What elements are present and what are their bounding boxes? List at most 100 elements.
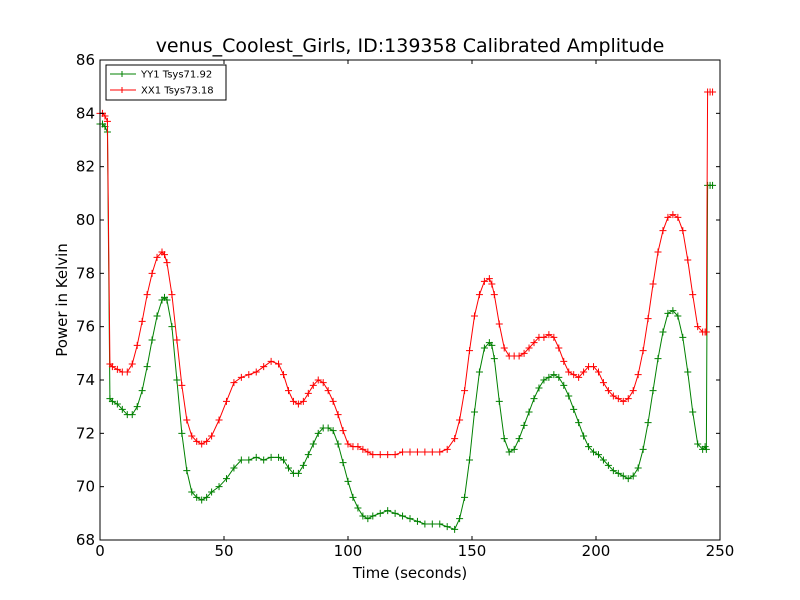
data-point-yy1 xyxy=(168,323,176,331)
data-point-xx1 xyxy=(639,347,647,355)
data-point-xx1 xyxy=(384,451,392,459)
data-point-xx1 xyxy=(495,320,503,328)
data-point-xx1 xyxy=(334,411,342,419)
data-point-yy1 xyxy=(354,504,362,512)
data-point-yy1 xyxy=(188,488,196,496)
data-point-yy1 xyxy=(245,456,253,464)
data-point-yy1 xyxy=(143,363,151,371)
x-tick-label: 200 xyxy=(582,542,611,560)
y-tick-label: 82 xyxy=(76,158,95,176)
data-point-yy1 xyxy=(709,181,717,189)
data-point-yy1 xyxy=(480,344,488,352)
data-point-yy1 xyxy=(639,445,647,453)
data-point-xx1 xyxy=(113,365,121,373)
data-point-xx1 xyxy=(475,291,483,299)
data-point-yy1 xyxy=(138,387,146,395)
data-point-yy1 xyxy=(294,469,302,477)
data-point-xx1 xyxy=(163,259,171,267)
data-point-xx1 xyxy=(461,387,469,395)
data-point-yy1 xyxy=(654,355,662,363)
data-point-xx1 xyxy=(456,416,464,424)
data-point-yy1 xyxy=(163,296,171,304)
data-point-xx1 xyxy=(178,381,186,389)
y-tick-label: 68 xyxy=(76,531,95,549)
data-point-xx1 xyxy=(299,397,307,405)
data-point-yy1 xyxy=(413,517,421,525)
data-point-yy1 xyxy=(203,493,211,501)
data-point-xx1 xyxy=(614,395,622,403)
data-point-yy1 xyxy=(252,453,260,461)
data-point-yy1 xyxy=(183,467,191,475)
data-point-yy1 xyxy=(344,477,352,485)
data-point-xx1 xyxy=(634,371,642,379)
data-point-yy1 xyxy=(624,475,632,483)
data-point-xx1 xyxy=(428,448,436,456)
data-point-yy1 xyxy=(215,483,223,491)
data-point-xx1 xyxy=(198,440,206,448)
data-point-xx1 xyxy=(480,277,488,285)
data-point-yy1 xyxy=(475,368,483,376)
data-point-xx1 xyxy=(208,432,216,440)
data-point-xx1 xyxy=(575,373,583,381)
data-point-xx1 xyxy=(649,280,657,288)
data-point-xx1 xyxy=(230,379,238,387)
ticks-layer: 0 50 100 150 200 250 68 70 72 74 76 78 80 82 84 86 xyxy=(76,51,734,560)
data-point-yy1 xyxy=(113,400,121,408)
data-point-yy1 xyxy=(118,405,126,413)
data-point-xx1 xyxy=(619,397,627,405)
data-point-xx1 xyxy=(289,397,297,405)
data-point-yy1 xyxy=(280,456,288,464)
data-point-yy1 xyxy=(649,387,657,395)
y-tick-label: 74 xyxy=(76,371,95,389)
data-point-xx1 xyxy=(324,387,332,395)
data-point-xx1 xyxy=(490,291,498,299)
data-point-yy1 xyxy=(421,520,429,528)
data-point-yy1 xyxy=(284,464,292,472)
data-point-xx1 xyxy=(309,381,317,389)
data-point-yy1 xyxy=(500,435,508,443)
data-point-yy1 xyxy=(148,336,156,344)
data-point-yy1 xyxy=(535,384,543,392)
data-point-xx1 xyxy=(488,280,496,288)
data-point-yy1 xyxy=(634,464,642,472)
data-point-yy1 xyxy=(153,312,161,320)
data-point-xx1 xyxy=(694,323,702,331)
data-point-xx1 xyxy=(684,256,692,264)
plot-frame xyxy=(99,59,721,541)
data-point-xx1 xyxy=(173,336,181,344)
data-point-xx1 xyxy=(133,341,141,349)
data-point-xx1 xyxy=(108,363,116,371)
x-tick-label: 150 xyxy=(458,542,487,560)
data-point-xx1 xyxy=(267,357,275,365)
data-point-xx1 xyxy=(669,211,677,219)
y-tick-label: 80 xyxy=(76,211,95,229)
data-point-yy1 xyxy=(580,432,588,440)
data-point-yy1 xyxy=(108,397,116,405)
data-point-yy1 xyxy=(260,456,268,464)
data-point-yy1 xyxy=(391,509,399,517)
data-point-yy1 xyxy=(565,392,573,400)
data-point-yy1 xyxy=(488,341,496,349)
data-point-yy1 xyxy=(364,515,372,523)
series-yy1 xyxy=(96,120,717,533)
data-point-xx1 xyxy=(443,445,451,453)
data-point-xx1 xyxy=(369,451,377,459)
data-point-xx1 xyxy=(280,371,288,379)
data-point-xx1 xyxy=(594,368,602,376)
data-point-xx1 xyxy=(555,344,563,352)
data-point-xx1 xyxy=(659,227,667,235)
data-point-xx1 xyxy=(550,333,558,341)
data-point-yy1 xyxy=(599,456,607,464)
data-point-xx1 xyxy=(560,357,568,365)
data-point-xx1 xyxy=(436,448,444,456)
data-point-yy1 xyxy=(694,440,702,448)
data-point-xx1 xyxy=(679,227,687,235)
data-point-xx1 xyxy=(222,397,230,405)
data-point-xx1 xyxy=(101,112,109,120)
data-point-xx1 xyxy=(183,416,191,424)
data-point-yy1 xyxy=(428,520,436,528)
data-point-yy1 xyxy=(309,440,317,448)
data-point-yy1 xyxy=(702,445,710,453)
